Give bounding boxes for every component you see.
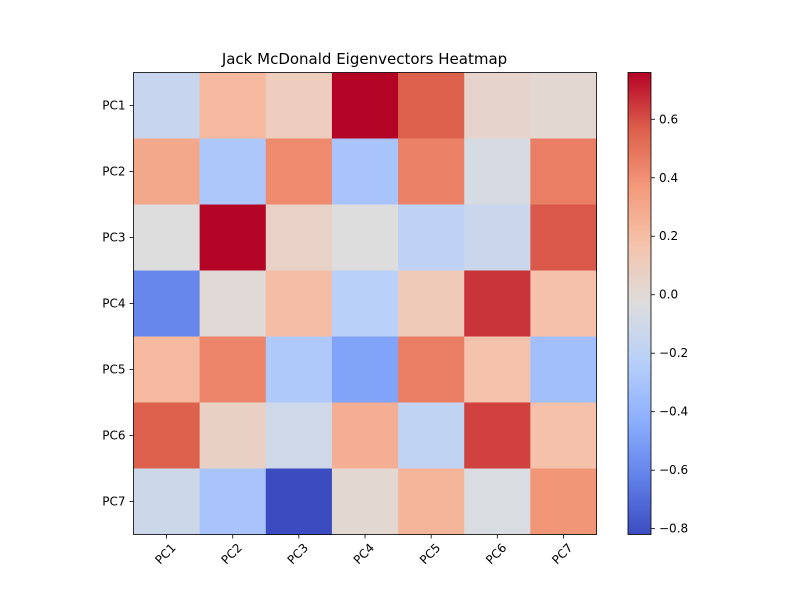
heatmap-cell-r2-c2 [199, 138, 267, 205]
y-tick-label: PC2 [102, 165, 125, 179]
colorbar-axis: −0.8 −0.6 −0.4 −0.2 0.0 0.2 0.4 0.6 [651, 112, 688, 536]
y-tick-label: PC6 [102, 429, 125, 443]
heatmap-cell-r5-c7 [530, 336, 597, 403]
colorbar-tick-label: −0.8 [659, 522, 688, 536]
heatmap-cell-r3-c5 [398, 204, 465, 271]
heatmap-cell-r4-c3 [265, 270, 333, 337]
heatmap-cell-r3-c2 [199, 204, 267, 271]
colorbar-tick-label: −0.4 [659, 405, 688, 419]
heatmap-cell-r1-c1 [133, 72, 201, 139]
x-tick-label: PC5 [417, 541, 443, 567]
heatmap-cell-r7-c6 [464, 468, 531, 535]
heatmap-cell-r7-c5 [398, 468, 465, 535]
heatmap-cell-r2-c3 [265, 138, 333, 205]
heatmap-cell-r5-c1 [133, 336, 201, 403]
colorbar-tick-label: 0.0 [659, 288, 678, 302]
heatmap-cell-r7-c3 [265, 468, 333, 535]
x-tick-label: PC4 [351, 541, 377, 567]
heatmap-cell-r7-c7 [530, 468, 597, 535]
colorbar-tick-label: 0.2 [659, 229, 678, 243]
heatmap-cell-r3-c1 [133, 204, 201, 271]
heatmap-cell-r6-c7 [530, 402, 597, 469]
heatmap-cell-r6-c2 [199, 402, 267, 469]
x-tick-label: PC3 [285, 541, 311, 567]
heatmap-cell-r2-c5 [398, 138, 465, 205]
heatmap-cell-r4-c6 [464, 270, 531, 337]
heatmap-cell-r3-c3 [265, 204, 333, 271]
heatmap-cell-r5-c3 [265, 336, 333, 403]
x-tick-label: PC2 [218, 541, 244, 567]
y-tick-label: PC7 [102, 495, 125, 509]
colorbar [627, 72, 652, 535]
heatmap-cell-r6-c1 [133, 402, 201, 469]
heatmap-cell-r7-c1 [133, 468, 201, 535]
heatmap-cell-r6-c6 [464, 402, 531, 469]
heatmap-cell-r5-c4 [331, 336, 399, 403]
heatmap-cell-r1-c5 [398, 72, 465, 139]
y-tick-label: PC1 [102, 99, 125, 113]
heatmap-cell-r4-c2 [199, 270, 267, 337]
x-axis: PC1 PC2 PC3 PC4 PC5 PC6 PC7 [152, 534, 576, 567]
heatmap-cell-r1-c4 [331, 72, 399, 139]
x-tick-label: PC6 [483, 541, 509, 567]
heatmap-cell-r2-c6 [464, 138, 531, 205]
heatmap-cell-r4-c1 [133, 270, 201, 337]
heatmap-cell-r2-c7 [530, 138, 597, 205]
y-tick-label: PC5 [102, 363, 125, 377]
heatmap-cell-r1-c7 [530, 72, 597, 139]
y-axis: PC1 PC2 PC3 PC4 PC5 PC6 PC7 [102, 99, 134, 509]
heatmap-cell-r3-c6 [464, 204, 531, 271]
heatmap-cell-r4-c7 [530, 270, 597, 337]
heatmap-cell-r3-c7 [530, 204, 597, 271]
heatmap-cell-r4-c5 [398, 270, 465, 337]
heatmap-cell-r5-c6 [464, 336, 531, 403]
y-tick-label: PC3 [102, 231, 125, 245]
x-tick-label: PC7 [549, 541, 575, 567]
heatmap-cell-r6-c5 [398, 402, 465, 469]
heatmap-cell-r3-c4 [331, 204, 399, 271]
heatmap-cell-r1-c3 [265, 72, 333, 139]
heatmap-cell-r2-c1 [133, 138, 201, 205]
heatmap-cell-r1-c2 [199, 72, 267, 139]
heatmap-cell-r6-c3 [265, 402, 333, 469]
heatmap-cell-r7-c2 [199, 468, 267, 535]
heatmap-cell-r5-c2 [199, 336, 267, 403]
colorbar-tick-label: −0.6 [659, 463, 688, 477]
y-tick-label: PC4 [102, 297, 125, 311]
heatmap-cell-r6-c4 [331, 402, 399, 469]
heatmap-cell-r5-c5 [398, 336, 465, 403]
colorbar-tick-label: 0.4 [659, 171, 678, 185]
heatmap-cell-r4-c4 [331, 270, 399, 337]
heatmap-cell-r1-c6 [464, 72, 531, 139]
chart-title: Jack McDonald Eigenvectors Heatmap [221, 50, 507, 68]
x-tick-label: PC1 [152, 541, 178, 567]
colorbar-tick-label: 0.6 [659, 112, 678, 126]
heatmap-cell-r2-c4 [331, 138, 399, 205]
colorbar-tick-label: −0.2 [659, 346, 688, 360]
heatmap-cell-r7-c4 [331, 468, 399, 535]
heatmap-cells [133, 72, 597, 535]
